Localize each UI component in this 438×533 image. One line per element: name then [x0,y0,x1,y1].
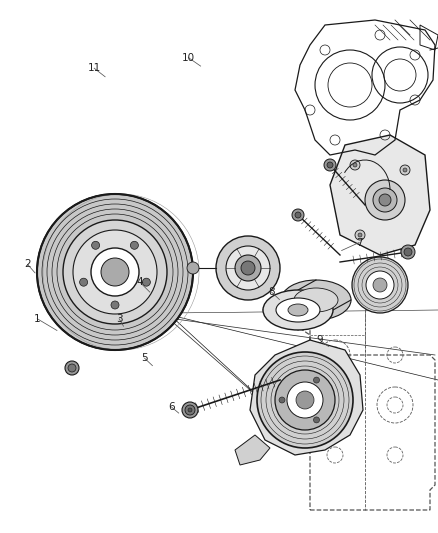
Circle shape [353,163,357,167]
Ellipse shape [263,290,333,330]
Circle shape [92,241,99,249]
Ellipse shape [216,236,280,300]
Circle shape [404,248,412,256]
Circle shape [65,361,79,375]
Ellipse shape [287,382,323,418]
Circle shape [358,233,362,237]
Polygon shape [235,435,270,465]
Circle shape [314,417,319,423]
Circle shape [188,408,192,412]
Text: 10: 10 [182,53,195,62]
Ellipse shape [73,230,157,314]
Circle shape [185,405,195,415]
Text: 3: 3 [116,314,123,324]
Polygon shape [330,135,430,255]
Text: 8: 8 [268,287,275,297]
Circle shape [295,212,301,218]
Ellipse shape [294,288,338,312]
Circle shape [292,209,304,221]
Ellipse shape [257,352,353,448]
Text: 2: 2 [24,260,31,269]
Circle shape [355,230,365,240]
Circle shape [379,194,391,206]
Ellipse shape [37,194,193,350]
Ellipse shape [373,278,387,292]
Ellipse shape [296,391,314,409]
Circle shape [324,159,336,171]
Text: 9: 9 [316,335,323,345]
Ellipse shape [352,257,408,313]
Ellipse shape [366,271,394,299]
Ellipse shape [187,262,199,274]
Text: 6: 6 [168,402,175,412]
Circle shape [111,301,119,309]
Circle shape [400,165,410,175]
Ellipse shape [226,246,270,290]
Circle shape [279,397,285,403]
Circle shape [80,278,88,286]
Text: 1: 1 [34,314,41,324]
Circle shape [403,168,407,172]
Ellipse shape [235,255,261,281]
Ellipse shape [101,258,129,286]
Circle shape [142,278,150,286]
Circle shape [314,377,319,383]
Ellipse shape [275,370,335,430]
Polygon shape [250,340,363,455]
Circle shape [350,160,360,170]
Text: 5: 5 [141,353,148,363]
Circle shape [365,180,405,220]
Text: 7: 7 [356,238,363,247]
Circle shape [68,364,76,372]
Ellipse shape [91,248,139,296]
Circle shape [131,241,138,249]
Circle shape [401,245,415,259]
Circle shape [327,162,333,168]
Text: 11: 11 [88,63,101,73]
Text: 4: 4 [137,278,144,287]
Ellipse shape [63,220,167,324]
Circle shape [182,402,198,418]
Ellipse shape [288,304,308,316]
Circle shape [373,188,397,212]
Ellipse shape [241,261,255,275]
Ellipse shape [276,298,320,322]
Ellipse shape [281,280,351,320]
